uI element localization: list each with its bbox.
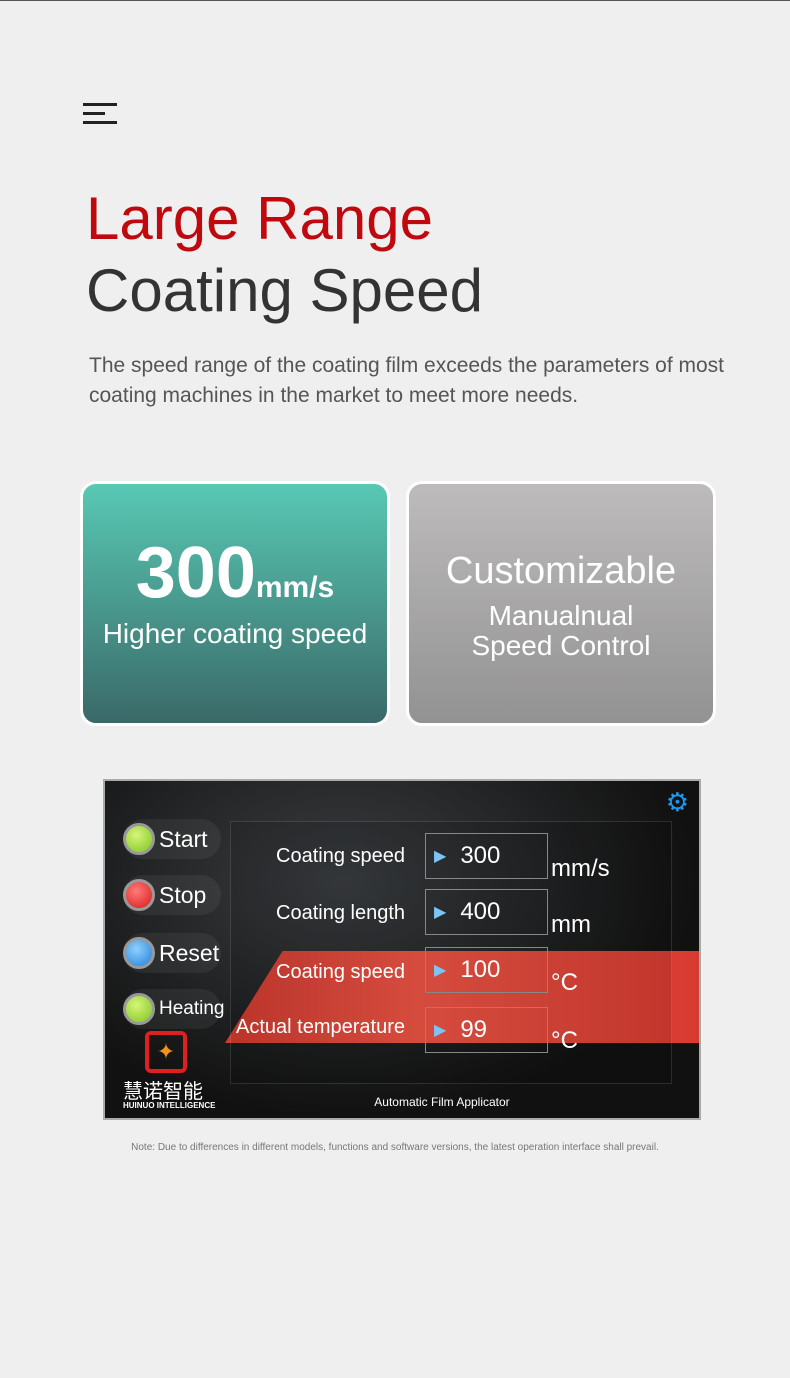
settings-gear-icon[interactable]: ⚙	[665, 787, 689, 817]
hmi-screen: ⚙ Start Stop Reset Heating Coating speed…	[103, 779, 701, 1120]
heating-label: Heating	[159, 998, 225, 1019]
custom-line-2: Speed Control	[471, 630, 651, 661]
green-light-icon	[123, 823, 155, 855]
param-value: 99	[460, 1016, 488, 1043]
param-value: 100	[460, 956, 501, 983]
play-icon: ▶	[434, 904, 447, 921]
heated-plate	[225, 951, 699, 1043]
custom-card: Customizable Manualnual Speed Control	[406, 481, 716, 726]
brand-cn: 慧诺智能	[123, 1079, 203, 1103]
speed-value: 300	[135, 533, 256, 613]
blue-light-icon	[123, 937, 155, 969]
param-label: Coating speed	[276, 961, 405, 983]
play-icon: ▶	[434, 962, 447, 979]
param-panel	[230, 821, 672, 1084]
stop-button[interactable]: Stop	[123, 875, 221, 915]
stop-label: Stop	[159, 881, 207, 908]
speed-unit: mm/s	[255, 571, 335, 604]
play-icon: ▶	[434, 1022, 447, 1039]
param-input[interactable]: ▶ 300	[425, 833, 548, 879]
param-unit: °C	[551, 969, 578, 996]
param-unit: mm/s	[551, 855, 610, 882]
speed-card: 300mm/s Higher coating speed	[80, 481, 390, 726]
screen-footer: Automatic Film Applicator	[374, 1095, 510, 1109]
start-label: Start	[159, 825, 208, 852]
param-unit: mm	[551, 911, 591, 938]
brand-logo-icon: ✦	[145, 1031, 187, 1073]
menu-icon[interactable]	[83, 103, 117, 125]
param-label: Coating length	[276, 902, 405, 924]
heating-button[interactable]: Heating	[123, 989, 225, 1029]
param-unit: °C	[551, 1027, 578, 1054]
description: The speed range of the coating film exce…	[89, 354, 725, 407]
red-light-icon	[123, 879, 155, 911]
play-icon: ▶	[434, 848, 447, 865]
custom-line-1: Manualnual	[488, 600, 634, 631]
reset-button[interactable]: Reset	[123, 933, 221, 973]
param-value: 400	[460, 898, 501, 925]
param-label: Coating speed	[276, 845, 405, 867]
brand-en: HUINUO INTELLIGENCE	[123, 1101, 216, 1110]
note: Note: Due to differences in different mo…	[131, 1142, 659, 1153]
title-line-2: Coating Speed	[86, 257, 483, 324]
reset-label: Reset	[159, 939, 220, 966]
param-label: Actual temperature	[236, 1016, 405, 1038]
green-light-icon	[123, 993, 155, 1025]
param-input[interactable]: ▶ 99	[425, 1007, 548, 1053]
param-value: 300	[460, 842, 501, 869]
param-input[interactable]: ▶ 100	[425, 947, 548, 993]
param-input[interactable]: ▶ 400	[425, 889, 548, 935]
start-button[interactable]: Start	[123, 819, 221, 859]
custom-title: Customizable	[445, 550, 677, 592]
title-line-1: Large Range	[86, 185, 433, 252]
speed-caption: Higher coating speed	[102, 618, 368, 649]
